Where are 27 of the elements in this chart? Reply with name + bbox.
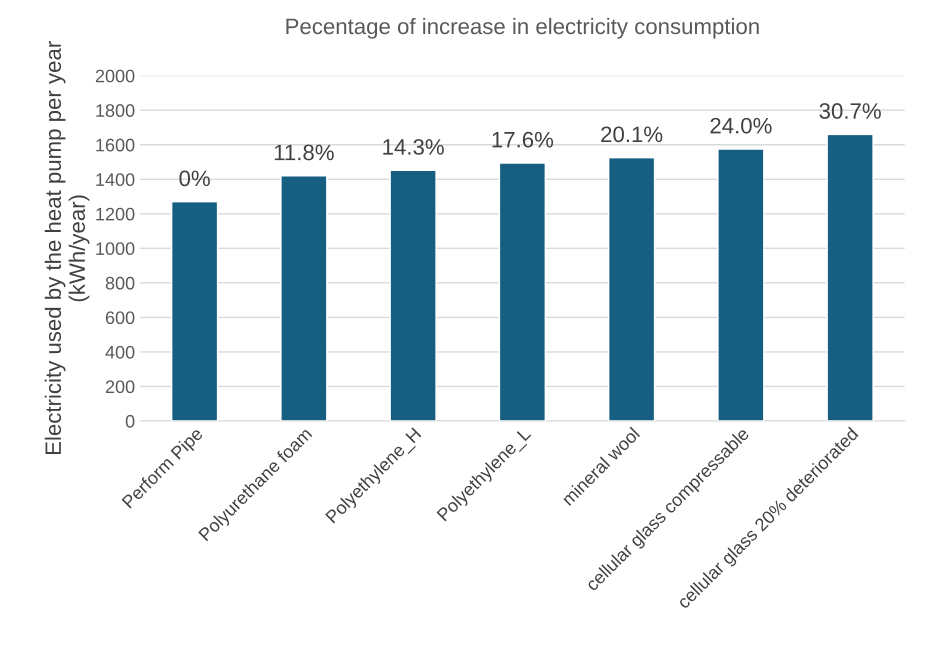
annotation: 11.8% (274, 144, 334, 160)
bar (826, 134, 874, 421)
y-tick-label: 2000 (96, 70, 134, 82)
bar (498, 162, 546, 421)
annotation: 17.6% (492, 132, 554, 148)
annotation: 20.1% (601, 126, 662, 142)
y-tick-label: 1600 (96, 138, 134, 152)
y-tick-label: 0 (126, 414, 134, 428)
y-tick-label: 400 (105, 346, 134, 359)
y-tick-label: 1800 (96, 104, 134, 117)
y-axis-title: Electricity used by the heat pump per year (kWh/year) (44, 41, 90, 454)
bar (170, 201, 218, 421)
annotation: 14.3% (383, 139, 444, 155)
bar (280, 175, 328, 421)
annotation: 0% (179, 170, 210, 186)
y-tick-label: 1000 (96, 242, 134, 256)
annotation: 30.7% (819, 103, 881, 119)
annotation: 24.0% (710, 118, 772, 134)
y-tick-label: 200 (106, 380, 134, 394)
bar (389, 170, 437, 421)
y-tick-label: 800 (106, 276, 134, 290)
bar (717, 148, 765, 421)
chart-title: Pecentage of increase in electricity consumption (286, 18, 759, 39)
y-tick-label: 600 (106, 311, 134, 324)
y-tick-label: 1400 (96, 173, 134, 186)
y-tick-label: 1200 (96, 208, 134, 221)
bar (608, 157, 656, 421)
